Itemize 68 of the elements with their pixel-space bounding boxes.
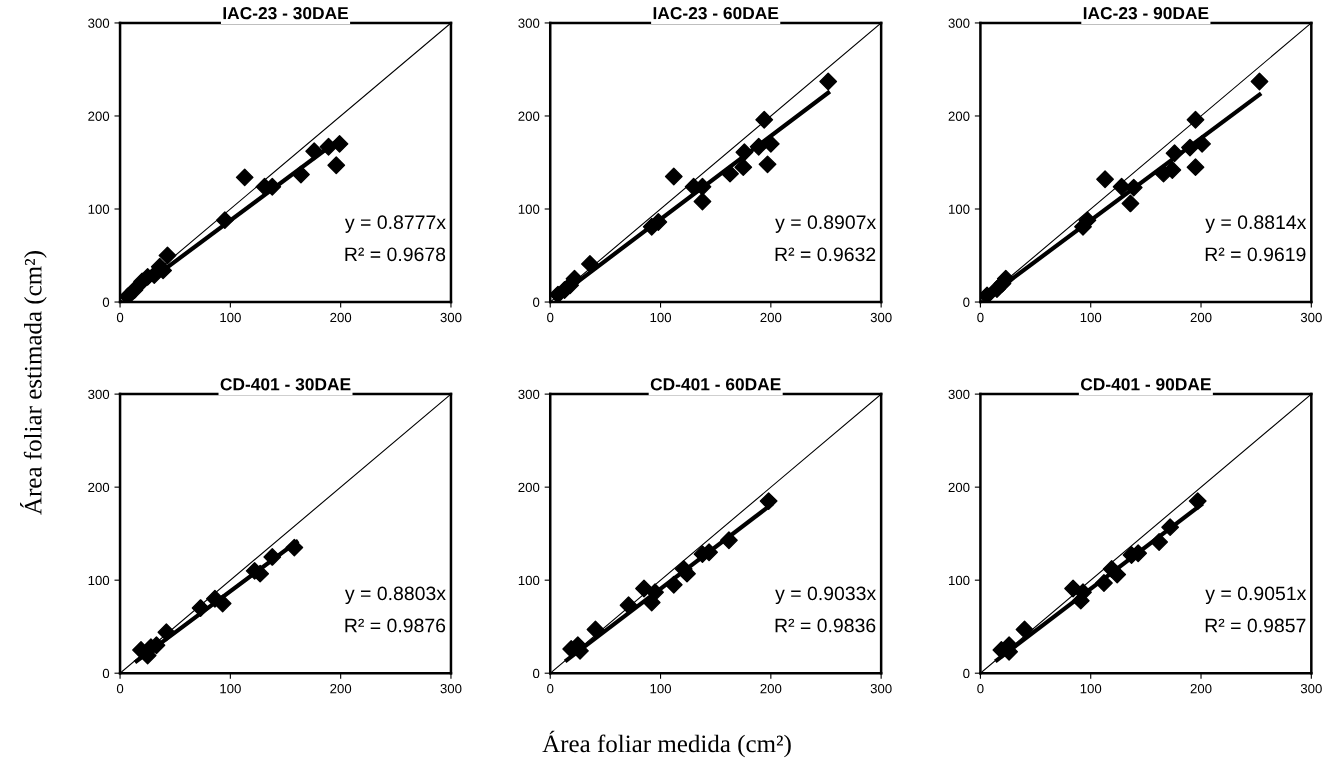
chart-title: IAC-23 - 90DAE [1083,6,1209,20]
x-axis-title: Área foliar medida (cm²) [542,730,791,758]
y-tick-label: 200 [88,111,110,121]
y-tick-label: 0 [102,668,110,679]
x-tick-label: 0 [547,683,554,694]
annotation: R² = 0.9619 [1205,247,1306,262]
y-tick-label: 0 [533,297,540,307]
annotation: R² = 0.9876 [345,618,446,633]
y-tick-label: 200 [518,111,540,121]
chart-title: CD-401 - 90DAE [1080,378,1211,391]
chart-title: CD-401 - 60DAE [650,378,781,391]
annotation: R² = 0.9632 [775,247,876,262]
x-tick-label: 100 [1080,683,1102,694]
x-tick-label: 300 [870,683,892,694]
x-tick-label: 0 [977,312,984,323]
x-tick-label: 300 [440,312,462,323]
y-tick-label: 300 [518,389,540,400]
y-axis-title: Área foliar estimada (cm²) [20,251,47,515]
y-tick-label: 0 [963,297,970,307]
annotation: R² = 0.9836 [775,618,876,633]
y-tick-label: 200 [948,111,970,121]
x-tick-label: 300 [1300,683,1322,694]
x-tick-label: 0 [547,312,554,323]
y-tick-label: 100 [88,575,110,586]
annotation: y = 0.8803x [344,586,446,605]
x-tick-label: 100 [1080,312,1102,323]
x-tick-label: 200 [760,683,782,694]
x-tick-label: 300 [870,312,892,323]
y-tick-label: 100 [88,204,110,214]
x-tick-label: 300 [440,683,462,694]
chart-title: IAC-23 - 30DAE [223,6,349,20]
y-tick-label: 0 [102,297,110,307]
y-tick-label: 200 [88,482,110,493]
x-tick-label: 100 [650,683,672,694]
x-tick-label: 100 [220,683,241,694]
y-tick-label: 0 [963,668,970,679]
x-tick-label: 200 [1190,683,1212,694]
y-tick-label: 0 [533,668,540,679]
chart-title: CD-401 - 30DAE [220,378,351,391]
y-tick-label: 200 [948,482,970,493]
annotation: y = 0.8814x [1205,215,1307,233]
y-tick-label: 100 [518,575,540,586]
annotation: y = 0.9033x [775,586,876,605]
annotation: y = 0.8777x [344,215,446,233]
x-tick-label: 0 [116,312,124,323]
y-tick-label: 200 [518,482,540,493]
y-tick-label: 300 [948,18,970,28]
x-tick-label: 100 [650,312,672,323]
x-tick-label: 200 [330,683,352,694]
y-tick-label: 300 [88,18,110,28]
y-tick-label: 100 [518,204,540,214]
x-tick-label: 100 [220,312,241,323]
x-tick-label: 200 [330,312,352,323]
chart-title: IAC-23 - 60DAE [653,6,779,20]
y-tick-label: 100 [948,204,970,214]
annotation: R² = 0.9678 [345,247,446,262]
annotation: y = 0.9051x [1205,586,1307,605]
x-tick-label: 0 [977,683,984,694]
x-tick-label: 200 [760,312,782,323]
y-tick-label: 100 [948,575,970,586]
y-tick-label: 300 [518,18,540,28]
annotation: y = 0.8907x [775,215,876,233]
x-tick-label: 300 [1300,312,1322,323]
annotation: R² = 0.9857 [1205,618,1306,633]
y-tick-label: 300 [948,389,970,400]
x-tick-label: 0 [116,683,124,694]
y-tick-label: 300 [88,389,110,400]
x-tick-label: 200 [1190,312,1212,323]
